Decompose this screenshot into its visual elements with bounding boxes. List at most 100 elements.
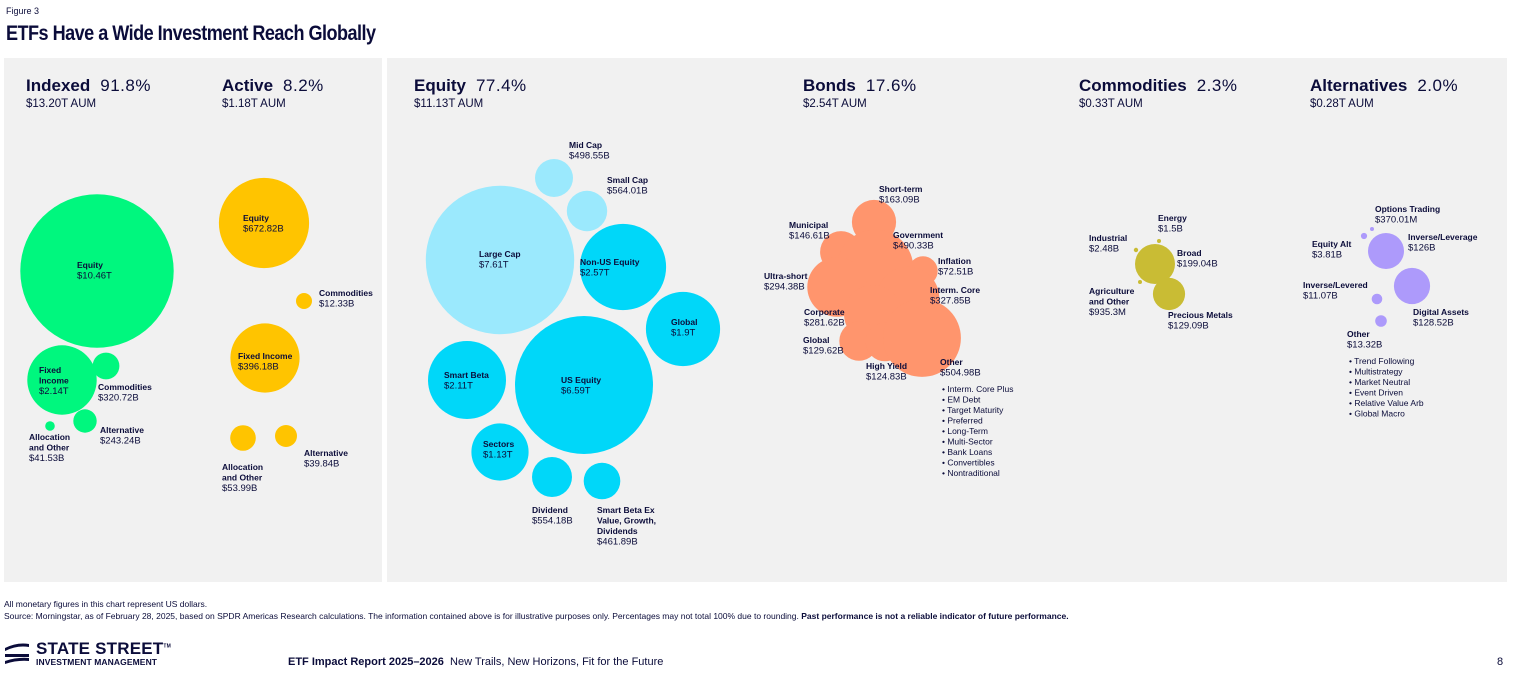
- bubble-bonds-other: [883, 299, 961, 377]
- bubble-alternatives-equity-alt: [1360, 232, 1368, 240]
- group-header: Equity 77.4%: [414, 76, 527, 95]
- group-percent: 91.8%: [100, 76, 151, 95]
- bubble-alternatives-other: [1375, 315, 1387, 327]
- bubble-label: Interm. Core $327.85B: [930, 285, 980, 307]
- bubble-label-value: $129.09B: [1168, 321, 1209, 332]
- logo-wordmark: STATE STREETTM: [36, 639, 172, 658]
- bubble-label: Equity $10.46T: [77, 260, 112, 282]
- bubble-label: Industrial $2.48B: [1089, 233, 1127, 255]
- group-aum: $0.33T AUM: [1079, 98, 1143, 110]
- bubble-label: Alternative $243.24B: [100, 425, 144, 447]
- state-street-logo-mark-icon: [5, 643, 29, 665]
- bubble-label-value: $7.61T: [479, 260, 509, 271]
- bubble-label-name: Inflation: [938, 256, 971, 266]
- bubble-label: Allocation and Other $41.53B: [29, 432, 70, 464]
- bubble-equity-global: [645, 291, 721, 367]
- other-breakdown-item: • EM Debt: [942, 395, 981, 405]
- bubble-label-value: $490.33B: [893, 241, 934, 252]
- bubble-commodities-industrial: [1133, 247, 1139, 253]
- other-breakdown-item: • Multistrategy: [1349, 367, 1403, 377]
- bubble-label-name: Inverse/Levered: [1303, 280, 1368, 290]
- bubble-label-name: Other: [940, 357, 963, 367]
- bubble-indexed-equity: [20, 194, 174, 348]
- bubble-label-value: $461.89B: [597, 537, 638, 548]
- bubble-label-name: Agriculture: [1089, 286, 1135, 296]
- group-name: Alternatives: [1310, 76, 1407, 95]
- group-name: Bonds: [803, 76, 856, 95]
- bubble-label-name: Mid Cap: [569, 140, 602, 150]
- other-breakdown-item: • Convertibles: [942, 458, 995, 468]
- bubble-indexed-fixed-income: [27, 345, 97, 415]
- bubble-label-value: $3.81B: [1312, 250, 1342, 261]
- bubble-label-name: Commodities: [319, 288, 373, 298]
- bubble-label-name: Equity: [77, 260, 103, 270]
- bubble-label-value: $53.99B: [222, 483, 257, 494]
- bubble-label-name: Dividend: [532, 505, 568, 515]
- group-name: Active: [222, 76, 273, 95]
- bubble-label: Digital Assets $128.52B: [1413, 307, 1469, 329]
- other-breakdown-item: • Event Driven: [1349, 388, 1403, 398]
- bubble-equity-us-equity: [515, 316, 653, 454]
- report-subtitle: New Trails, New Horizons, Fit for the Fu…: [450, 656, 664, 668]
- bubble-label-value: $2.48B: [1089, 244, 1119, 255]
- other-breakdown-item: • Bank Loans: [942, 447, 992, 457]
- bubble-label: Inverse/Levered $11.07B: [1303, 280, 1368, 302]
- bubble-active-alternative: [275, 425, 297, 447]
- bubble-label-name: Digital Assets: [1413, 307, 1469, 317]
- bubble-label-name: Interm. Core: [930, 285, 980, 295]
- group-name: Equity: [414, 76, 466, 95]
- bubble-label: Non-US Equity $2.57T: [580, 257, 640, 279]
- bubble-alternatives-inverse-leverage: [1368, 233, 1404, 269]
- bubble-label-name: Large Cap: [479, 249, 521, 259]
- bubble-alternatives-inverse-levered: [1371, 293, 1383, 305]
- bubble-label: Corporate $281.62B: [804, 307, 845, 329]
- state-street-logo: STATE STREETTM INVESTMENT MANAGEMENT: [4, 640, 171, 667]
- bubble-label-name: Short-term: [879, 184, 923, 194]
- bubble-label: Large Cap $7.61T: [479, 249, 521, 271]
- bubble-label-name: Alternative: [100, 425, 144, 435]
- bubble-label-name: Small Cap: [607, 175, 648, 185]
- bubble-label: Energy $1.5B: [1158, 213, 1187, 235]
- bubble-label-value: $504.98B: [940, 368, 981, 379]
- group-header: Alternatives 2.0%: [1310, 76, 1458, 95]
- bubble-label-value: $6.59T: [561, 386, 591, 397]
- bubble-label-value: $370.01M: [1375, 215, 1417, 226]
- bubble-label-value: $672.82B: [243, 224, 284, 235]
- bubble-label-name: Income: [39, 376, 69, 386]
- bubble-label-value: $2.14T: [39, 386, 69, 397]
- group-header: Indexed 91.8%: [26, 76, 151, 95]
- group-percent: 17.6%: [866, 76, 917, 95]
- group-indexed: Indexed 91.8% $13.20T AUM Equity $10.46T Fixe…: [20, 76, 174, 464]
- bubble-label-name: Smart Beta Ex: [597, 505, 655, 515]
- bubble-label: Fixed Income $2.14T: [39, 365, 69, 397]
- bubble-label: Precious Metals $129.09B: [1168, 310, 1233, 332]
- bubble-commodities-agriculture-and-other: [1138, 280, 1142, 284]
- group-aum: $0.28T AUM: [1310, 98, 1374, 110]
- bubble-label-name: Options Trading: [1375, 204, 1440, 214]
- bubble-label: Broad $199.04B: [1177, 248, 1218, 270]
- other-breakdown-item: • Preferred: [942, 416, 983, 426]
- bubble-equity-large-cap: [425, 185, 575, 335]
- bubble-label-name: Commodities: [98, 382, 152, 392]
- group-percent: 2.0%: [1417, 76, 1458, 95]
- bubble-label-name: Allocation: [29, 432, 70, 442]
- bubble-label: Ultra-short $294.38B: [764, 271, 808, 293]
- bubble-label-name: Global: [671, 317, 697, 327]
- other-breakdown-item: • Relative Value Arb: [1349, 398, 1424, 408]
- bubble-label-name: Smart Beta: [444, 370, 489, 380]
- bubble-label-name: and Other: [222, 473, 263, 483]
- group-percent: 2.3%: [1197, 76, 1238, 95]
- bubble-equity-dividend: [532, 457, 572, 497]
- report-title: ETF Impact Report 2025–2026 New Trails, …: [288, 656, 663, 668]
- group-alternatives: Alternatives 2.0% $0.28T AUM Options Tradin…: [1303, 76, 1478, 419]
- bubble-label-name: Broad: [1177, 248, 1202, 258]
- bubble-label-name: Industrial: [1089, 233, 1127, 243]
- bubble-label: Sectors $1.13T: [483, 439, 514, 461]
- bubble-label-value: $41.53B: [29, 453, 64, 464]
- bubble-label: Municipal $146.61B: [789, 220, 830, 242]
- bubble-label: Government $490.33B: [893, 230, 943, 252]
- bubble-label-value: $2.11T: [444, 381, 473, 392]
- bubble-label-name: High Yield: [866, 361, 907, 371]
- bubble-label-value: $243.24B: [100, 436, 141, 447]
- bubble-label: Equity $672.82B: [243, 213, 284, 235]
